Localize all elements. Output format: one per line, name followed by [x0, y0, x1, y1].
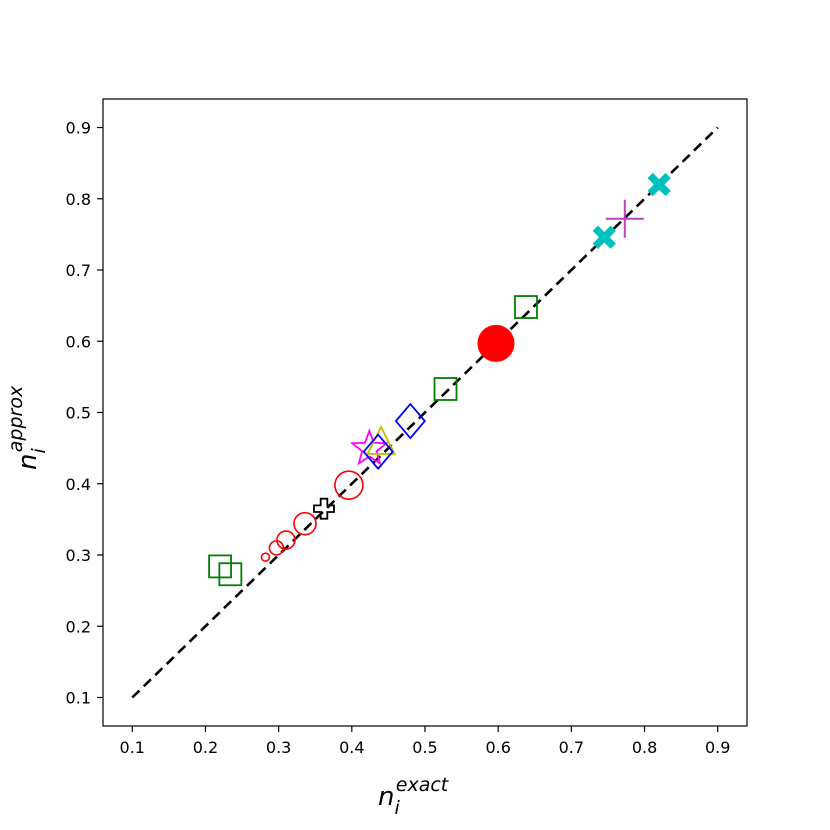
x-tick-label: 0.4 — [339, 738, 364, 757]
reference-line — [131, 126, 719, 699]
y-tick-label: 0.6 — [66, 332, 91, 351]
y-axis-label-base: n — [13, 454, 43, 470]
data-point-square-open — [514, 295, 538, 319]
x-tick-label: 0.2 — [193, 738, 218, 757]
data-point-circle-open — [260, 552, 271, 562]
x-axis-label-base: n — [378, 782, 394, 812]
y-tick-label: 0.2 — [66, 617, 91, 636]
x-tick-label: 0.8 — [632, 738, 657, 757]
x-marker-stroke — [647, 172, 671, 197]
y-tick-label: 0.7 — [66, 261, 91, 280]
x-axis-label-sup: exact — [396, 774, 450, 796]
y-tick-label: 0.9 — [66, 119, 91, 138]
data-point-square-open — [433, 377, 458, 401]
y-tick-label: 0.1 — [66, 689, 91, 708]
data-point-square-open — [218, 562, 243, 587]
data-point-plus-open — [313, 497, 335, 520]
data-point-plus-thin — [605, 199, 644, 238]
y-tick-label: 0.4 — [66, 475, 91, 494]
x-axis-label: niexact — [378, 774, 450, 819]
y-axis-label-sup: approx — [5, 385, 27, 452]
x-tick-label: 0.9 — [705, 738, 730, 757]
data-point-star-open — [349, 428, 389, 466]
reference-line-layer — [131, 126, 719, 699]
data-point-circle-open — [334, 470, 364, 500]
x-axis-ticks: 0.1 0.2 0.3 0.4 0.5 0.6 0.7 0.8 0.9 — [120, 726, 730, 757]
data-point-circle-open — [276, 530, 296, 550]
x-tick-label: 0.3 — [266, 738, 291, 757]
data-point-x-filled — [647, 172, 671, 197]
data-point-diamond-open — [362, 433, 394, 471]
y-axis-label-sub: i — [28, 448, 50, 454]
data-point-circle-open — [293, 511, 317, 536]
data-point-circle-filled — [477, 324, 515, 362]
x-tick-label: 0.6 — [485, 738, 510, 757]
data-points-layer — [208, 172, 671, 587]
data-point-x-filled — [592, 225, 616, 249]
y-tick-label: 0.3 — [66, 546, 91, 565]
data-point-diamond-open — [394, 402, 426, 440]
x-axis-label-sub: i — [394, 797, 400, 819]
x-tick-label: 0.1 — [120, 738, 145, 757]
y-tick-label: 0.8 — [66, 190, 91, 209]
y-axis-ticks: 0.1 0.2 0.3 0.4 0.5 0.6 0.7 0.8 0.9 — [66, 119, 103, 708]
x-marker-stroke — [592, 225, 616, 249]
x-tick-label: 0.5 — [412, 738, 437, 757]
y-axis-label: niapprox — [5, 385, 50, 470]
y-tick-label: 0.5 — [66, 404, 91, 423]
x-tick-label: 0.7 — [559, 738, 584, 757]
